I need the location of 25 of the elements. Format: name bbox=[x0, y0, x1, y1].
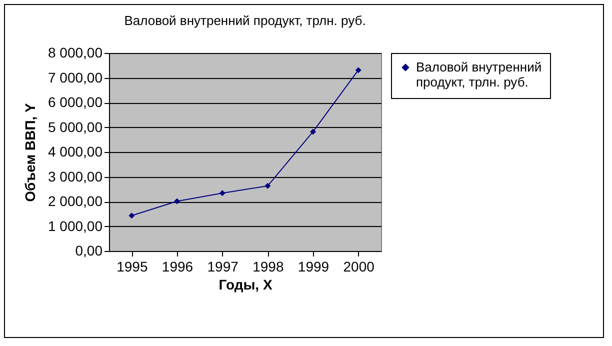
point bbox=[264, 182, 271, 189]
legend-label: Валовой внутренний продукт, трлн. руб. bbox=[416, 60, 542, 90]
y-tick-label: 0,00 bbox=[75, 242, 103, 258]
x-axis-title: Годы, X bbox=[218, 276, 273, 292]
y-tick-label: 7 000,00 bbox=[48, 69, 103, 86]
x-tick-label: 1996 bbox=[162, 258, 194, 274]
y-axis-title: Объем ВВП, Y bbox=[22, 102, 38, 202]
chart-title: Валовой внутренний продукт, трлн. руб. bbox=[124, 13, 366, 28]
y-tick-label: 1 000,00 bbox=[48, 218, 103, 234]
y-tick-label: 2 000,00 bbox=[48, 193, 103, 209]
x-tick-label: 1997 bbox=[207, 258, 239, 274]
x-tick-label: 2000 bbox=[343, 258, 375, 274]
y-tick-label: 6 000,00 bbox=[48, 94, 103, 110]
x-tick-label: 1995 bbox=[116, 258, 148, 274]
point bbox=[355, 67, 362, 74]
point bbox=[219, 190, 226, 196]
y-tick-label: 8 000,00 bbox=[48, 44, 103, 60]
point bbox=[174, 198, 180, 204]
y-tick-label: 3 000,00 bbox=[48, 168, 103, 184]
point bbox=[128, 212, 135, 219]
y-tick-label: 5 000,00 bbox=[48, 118, 103, 135]
x-tick-label: 1998 bbox=[252, 258, 284, 274]
point bbox=[310, 128, 316, 135]
y-tick-label: 4 000,00 bbox=[48, 144, 103, 160]
x-tick-label: 1999 bbox=[298, 258, 330, 274]
